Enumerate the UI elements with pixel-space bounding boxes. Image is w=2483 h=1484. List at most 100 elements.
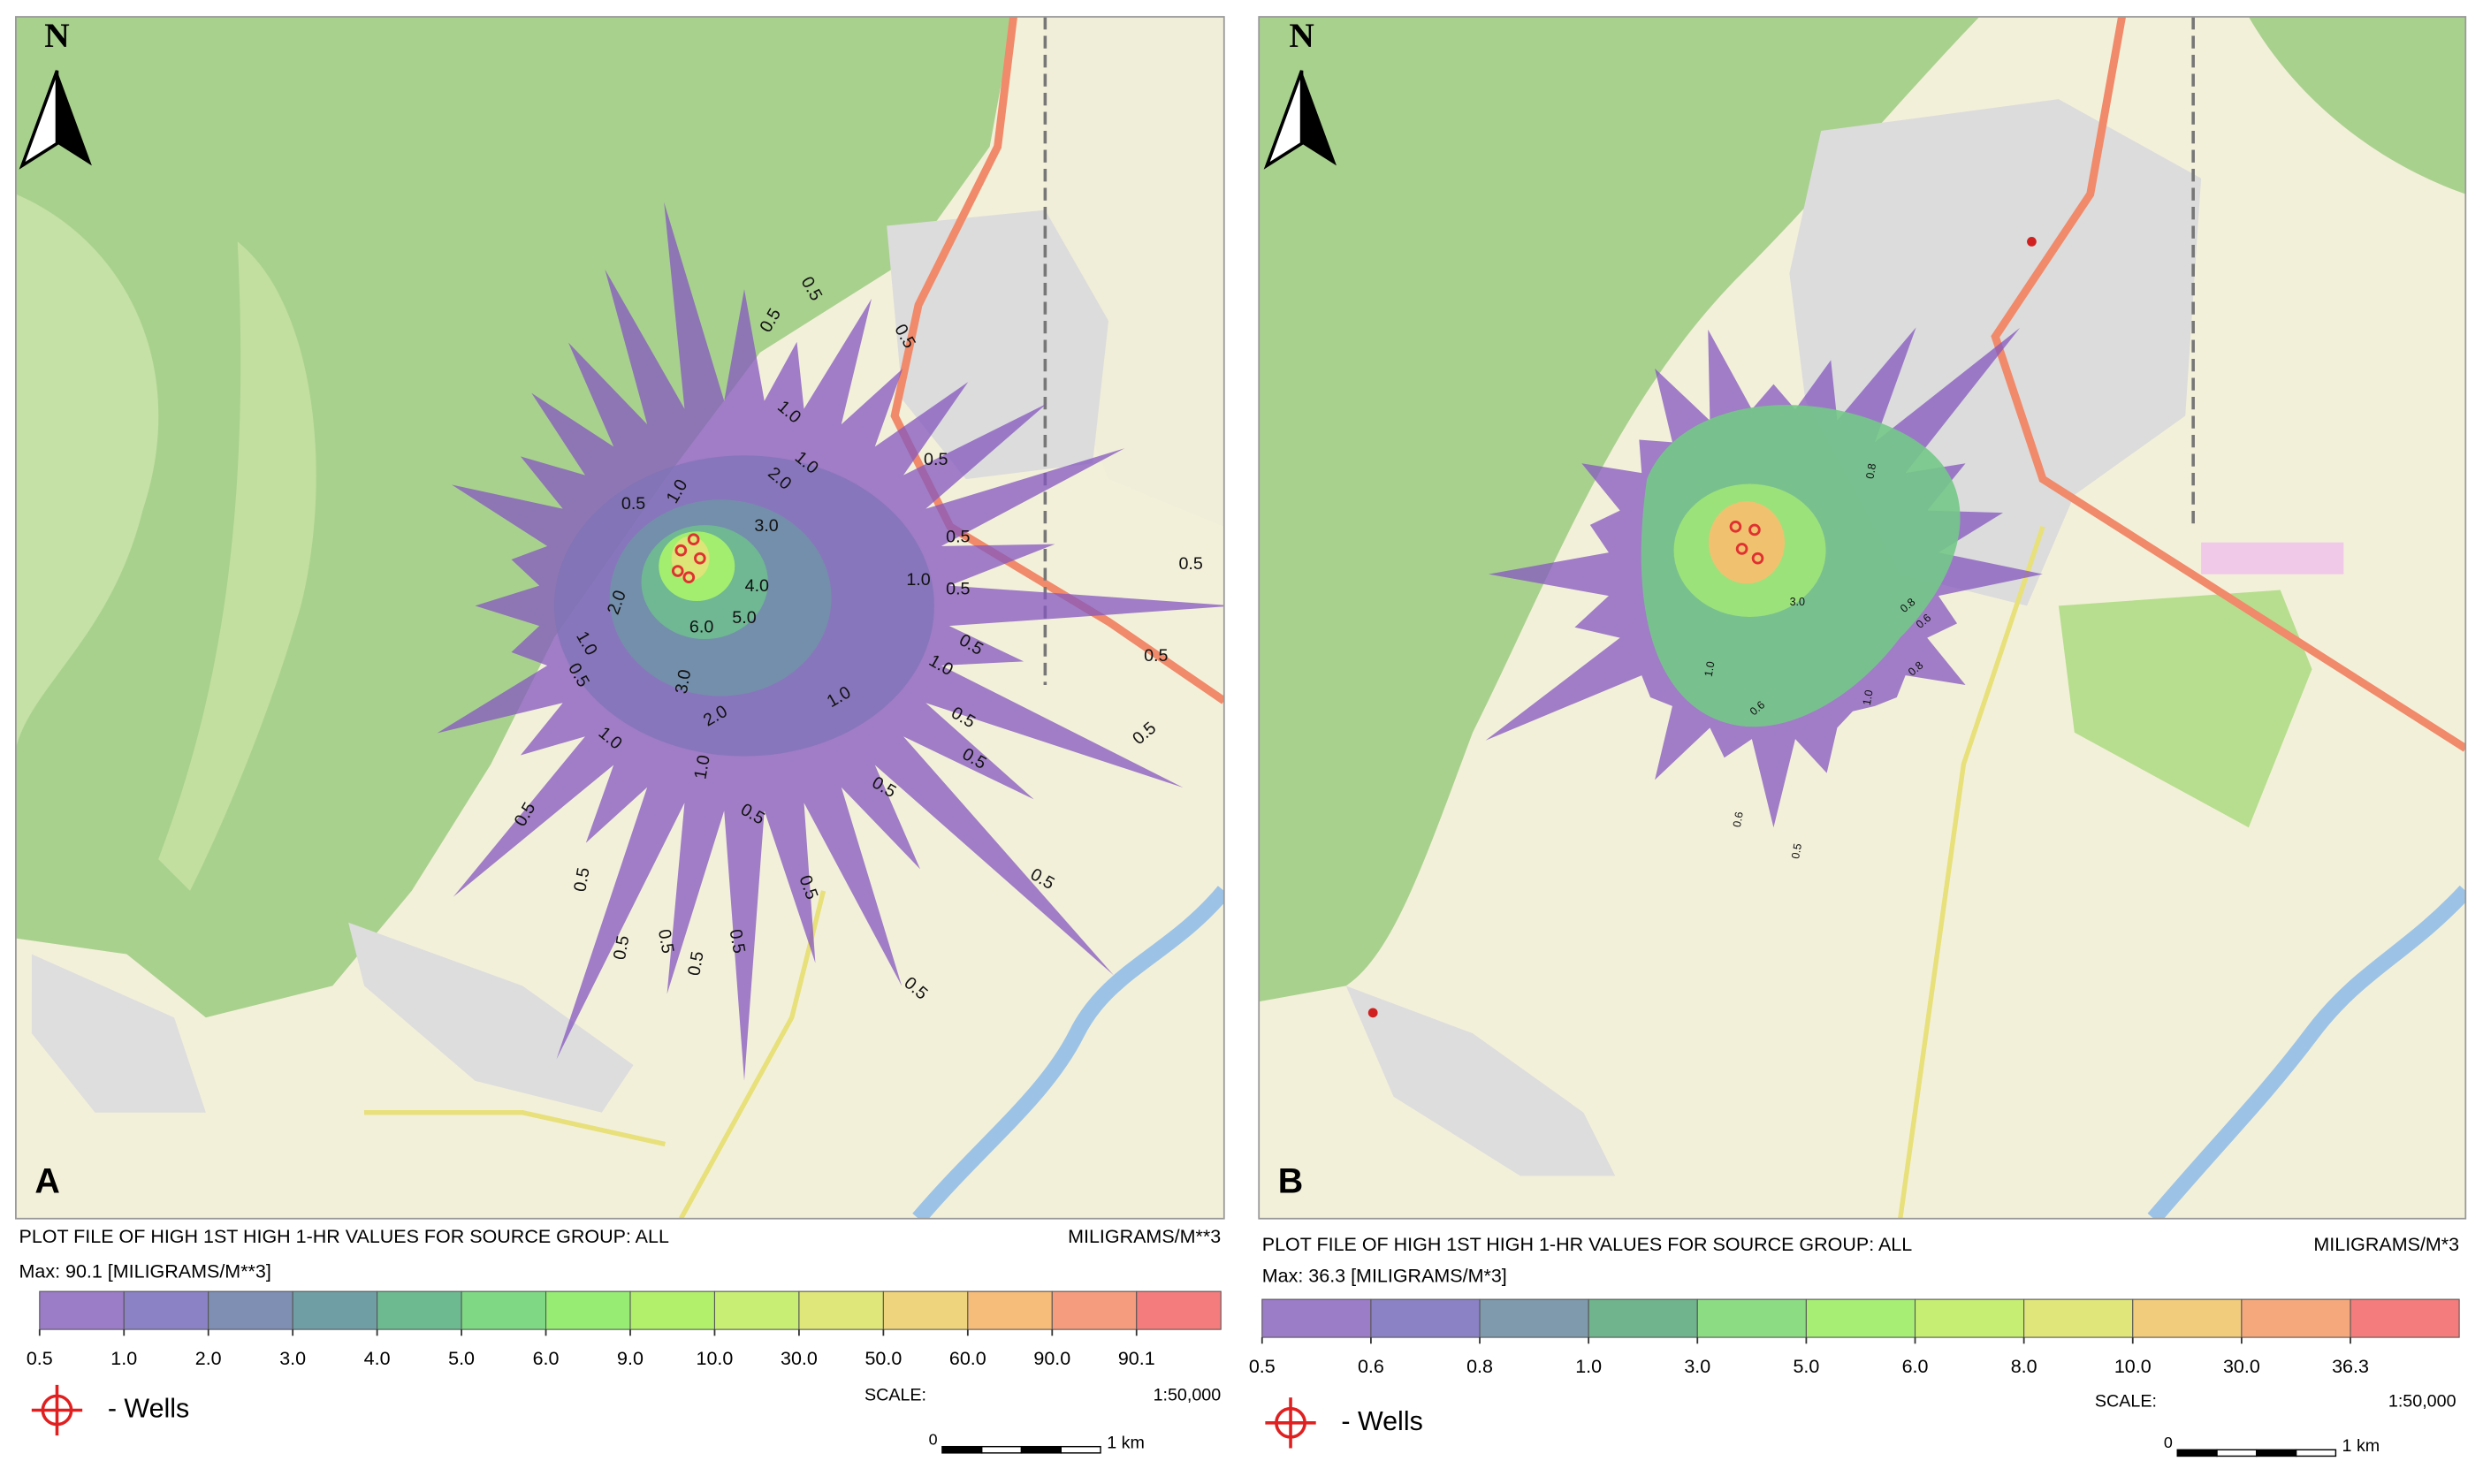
wells-label: - Wells	[108, 1394, 189, 1424]
contour-label: 0.5	[1144, 646, 1168, 666]
scale-bar	[941, 1445, 983, 1454]
scale-value: 1:50,000	[2388, 1392, 2456, 1412]
wells	[671, 533, 706, 583]
legend-units: MILIGRAMS/M*3	[2313, 1234, 2459, 1255]
legend-bin	[123, 1290, 209, 1330]
legend-bin	[1136, 1290, 1222, 1330]
contour-label: 3.0	[754, 516, 778, 536]
legend-bin	[2350, 1298, 2460, 1338]
frame	[1258, 16, 2467, 1220]
legend-bin	[2241, 1298, 2351, 1338]
legend-bin	[545, 1290, 631, 1330]
legend-bin	[292, 1290, 378, 1330]
legend-bin	[1588, 1298, 1698, 1338]
scale-label: SCALE:	[2095, 1392, 2157, 1412]
wells-label: - Wells	[1341, 1406, 1422, 1436]
meadow	[158, 241, 316, 891]
legend-tick-label: 6.0	[533, 1348, 560, 1369]
legend-bin	[629, 1290, 715, 1330]
forest	[2248, 17, 2466, 194]
plume-core	[1708, 501, 1785, 584]
contour-label: 0.5	[684, 950, 707, 978]
contour-label: 1.0	[1861, 689, 1876, 706]
contour-label: 3.0	[672, 668, 695, 696]
scale-bar	[2256, 1449, 2297, 1457]
contour-label: 0.5	[610, 934, 633, 962]
contour-label: 1.0	[906, 570, 930, 590]
scale-value: 1:50,000	[1154, 1386, 1222, 1405]
scale-bar	[2295, 1449, 2337, 1457]
scale-end: 1 km	[2342, 1436, 2380, 1456]
contour-label: 0.5	[946, 528, 970, 547]
contour-label: 0.8	[1863, 462, 1878, 480]
legend-bin	[39, 1290, 125, 1330]
legend-tick-label: 50.0	[864, 1348, 902, 1369]
road	[1991, 17, 2466, 752]
legend-tick-label: 10.0	[2114, 1356, 2152, 1377]
meadow	[15, 194, 159, 749]
legend-tick-label: 9.0	[617, 1348, 644, 1369]
legend-tick-label: 90.1	[1118, 1348, 1155, 1369]
north-label: N	[1289, 16, 1314, 55]
field	[2058, 590, 2312, 828]
legend-bin	[1914, 1298, 2025, 1338]
legend-bin	[713, 1290, 800, 1330]
scale-bar	[1020, 1445, 1062, 1454]
town	[348, 922, 634, 1113]
legend-tick-label: 30.0	[2223, 1356, 2260, 1377]
wells-symbol	[1265, 1397, 1316, 1449]
legend-tick-label: 90.0	[1033, 1348, 1070, 1369]
legend-tick-label: 2.0	[195, 1348, 222, 1369]
legend-bin	[882, 1290, 969, 1330]
legend-bin	[1479, 1298, 1589, 1338]
scale-label: SCALE:	[864, 1386, 926, 1405]
marker	[1367, 1008, 1378, 1018]
river	[2147, 885, 2466, 1219]
scale-bar	[2176, 1449, 2218, 1457]
contour-label: 0.5	[1789, 842, 1804, 860]
contour-label: 0.5	[726, 928, 749, 955]
wells-symbol	[31, 1384, 83, 1436]
map-a	[15, 17, 1224, 1219]
marker	[2027, 237, 2037, 247]
contour-label: 6.0	[689, 618, 713, 637]
frame	[15, 16, 1225, 1220]
north-label: N	[44, 16, 69, 55]
town	[1345, 986, 1616, 1176]
scale-bar	[980, 1445, 1023, 1454]
legend-tick-label: 8.0	[2011, 1356, 2037, 1377]
contour-label: 0.5	[924, 450, 948, 469]
legend-tick-label: 0.5	[1249, 1356, 1276, 1377]
legend-bin	[2132, 1298, 2243, 1338]
legend-tick-label: 4.0	[364, 1348, 391, 1369]
legend-tick-label: 36.3	[2332, 1356, 2369, 1377]
legend-tick-label: 60.0	[949, 1348, 986, 1369]
legend-units: MILIGRAMS/M**3	[1068, 1226, 1221, 1247]
legend-bin	[1805, 1298, 1916, 1338]
legend-tick-label: 0.8	[1466, 1356, 1493, 1377]
contour-label: 0.5	[1178, 554, 1202, 574]
legend-tick-label: 3.0	[1684, 1356, 1710, 1377]
road	[1898, 526, 2045, 1219]
legend-tick-label: 0.6	[1358, 1356, 1384, 1377]
plume-core	[671, 536, 710, 581]
legend-bin	[208, 1290, 293, 1330]
legend-bin	[2023, 1298, 2134, 1338]
contour-label: 5.0	[732, 608, 756, 628]
contour-label: 0.5	[946, 580, 970, 599]
scale-end: 1 km	[1107, 1433, 1145, 1452]
wells	[1729, 521, 1764, 565]
legend-bin	[967, 1290, 1053, 1330]
panel-label: B	[1278, 1162, 1303, 1201]
scale-bar	[1060, 1445, 1101, 1454]
contour-label: 1.0	[1702, 660, 1718, 678]
map-b	[1259, 17, 2466, 1219]
legend-bin	[1696, 1298, 1807, 1338]
contour-label: 0.5	[570, 866, 593, 894]
legend-bin	[377, 1290, 462, 1330]
legend-bin	[1370, 1298, 1481, 1338]
scale-start: 0	[2164, 1434, 2173, 1451]
scale-bar	[2216, 1449, 2258, 1457]
contour-label: 1.0	[690, 754, 713, 781]
